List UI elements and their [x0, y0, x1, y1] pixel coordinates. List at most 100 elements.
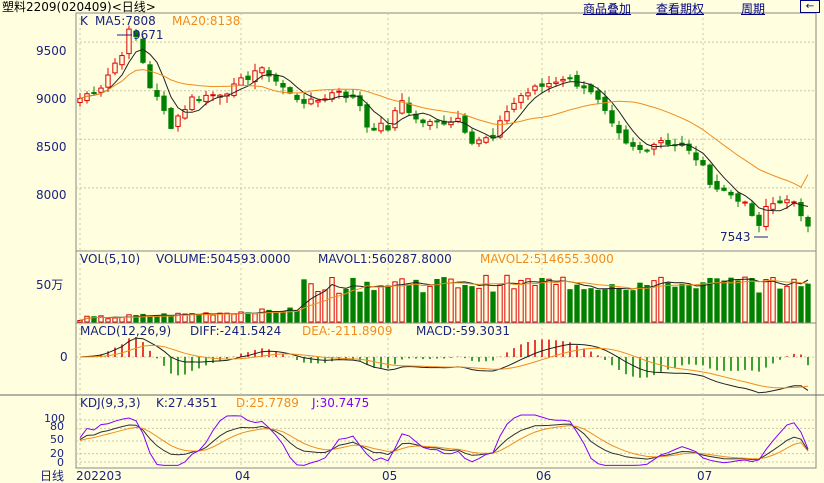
candle: [560, 78, 566, 82]
y-tick-9000: 9000: [36, 92, 67, 106]
dea-line: [79, 344, 809, 389]
y-tick-8500: 8500: [36, 140, 67, 154]
candle: [574, 74, 580, 87]
volume-bar: [623, 290, 629, 323]
volume-bar: [791, 278, 797, 323]
candle: [511, 102, 517, 110]
volume-bar: [322, 289, 328, 323]
volume-bar: [245, 312, 251, 323]
candle: [210, 94, 216, 97]
volume-bar: [175, 312, 181, 323]
candle: [567, 77, 573, 80]
volume-bar: [287, 307, 293, 323]
volume-bar: [413, 279, 419, 323]
candle: [168, 107, 174, 129]
volume-bar: [665, 282, 671, 323]
candle: [378, 122, 384, 132]
candle: [427, 120, 433, 126]
footer-label: 日线: [40, 469, 64, 483]
volume-bar: [805, 283, 811, 323]
candle: [798, 202, 804, 217]
candle: [231, 83, 237, 97]
macd-tick: 0: [60, 350, 68, 364]
candle: [623, 129, 629, 144]
arrow-left-icon[interactable]: ←: [800, 0, 820, 13]
volume-bar: [196, 313, 202, 323]
mavol2-line: [79, 279, 809, 321]
x-tick-label: 07: [697, 469, 712, 483]
volume-bar: [672, 286, 678, 323]
volume-bar: [252, 313, 258, 323]
volume-bar: [294, 310, 300, 323]
candle: [714, 181, 720, 190]
volume-bar: [238, 311, 244, 323]
candle: [133, 30, 139, 38]
volume-bar: [364, 281, 370, 323]
view-options-link[interactable]: 查看期权: [656, 2, 705, 16]
candle: [280, 82, 286, 88]
candle: [630, 142, 636, 147]
candle: [196, 99, 202, 102]
volume-bar: [210, 314, 216, 323]
vol-tick: 50万: [36, 278, 63, 292]
volume-bar: [707, 277, 713, 323]
k-legend: K:27.4351: [156, 396, 218, 410]
kdj-tick-20: 20: [50, 447, 64, 460]
volume-bar: [441, 277, 447, 323]
volume-bar: [742, 276, 748, 323]
ma5-legend: MA5:7808: [95, 14, 156, 28]
volume-bar: [504, 274, 510, 323]
volume-bar: [273, 311, 279, 323]
candle: [637, 144, 643, 150]
volume-bar: [406, 284, 412, 323]
candle: [763, 206, 769, 227]
volume-bar: [350, 277, 356, 323]
vol-value: VOLUME:504593.0000: [156, 252, 290, 266]
candle: [406, 102, 412, 113]
volume-bar: [154, 315, 160, 323]
volume-bar: [91, 316, 97, 323]
candle: [476, 139, 482, 145]
candle: [308, 98, 314, 105]
candle: [301, 99, 307, 104]
volume-bar: [224, 312, 230, 323]
kdj-d-line: [79, 425, 809, 460]
volume-bar: [756, 292, 762, 323]
candle: [553, 81, 559, 84]
candle: [189, 96, 195, 111]
volume-bar: [630, 290, 636, 323]
overlay-commodity-link[interactable]: 商品叠加: [583, 2, 632, 16]
volume-bar: [651, 280, 657, 323]
y-tick-9500: 9500: [36, 44, 67, 58]
volume-bar: [644, 284, 650, 323]
volume-bar: [693, 288, 699, 323]
volume-bar: [259, 308, 265, 323]
volume-bar: [490, 291, 496, 323]
candle: [175, 115, 181, 127]
volume-bar: [371, 290, 377, 323]
candle: [154, 90, 160, 97]
volume-bar: [609, 284, 615, 323]
volume-bar: [308, 283, 314, 323]
candle: [364, 104, 370, 128]
candle: [266, 70, 272, 77]
volume-bar: [98, 315, 104, 323]
candle: [777, 200, 783, 204]
volume-bar: [763, 279, 769, 323]
candle: [770, 203, 776, 210]
volume-bar: [455, 287, 461, 323]
candle: [728, 191, 734, 196]
period-link[interactable]: 周期: [741, 2, 766, 16]
volume-bar: [182, 313, 188, 323]
candle: [371, 127, 377, 131]
volume-bar: [147, 315, 153, 323]
candle: [700, 160, 706, 166]
volume-bar: [105, 318, 111, 323]
volume-bar: [280, 311, 286, 323]
volume-bar: [735, 280, 741, 323]
kdj-lines: [79, 414, 809, 466]
low-label: 7543: [720, 230, 751, 244]
high-label: 9671: [133, 28, 164, 42]
candle: [602, 96, 608, 111]
volume-bar: [553, 283, 559, 323]
